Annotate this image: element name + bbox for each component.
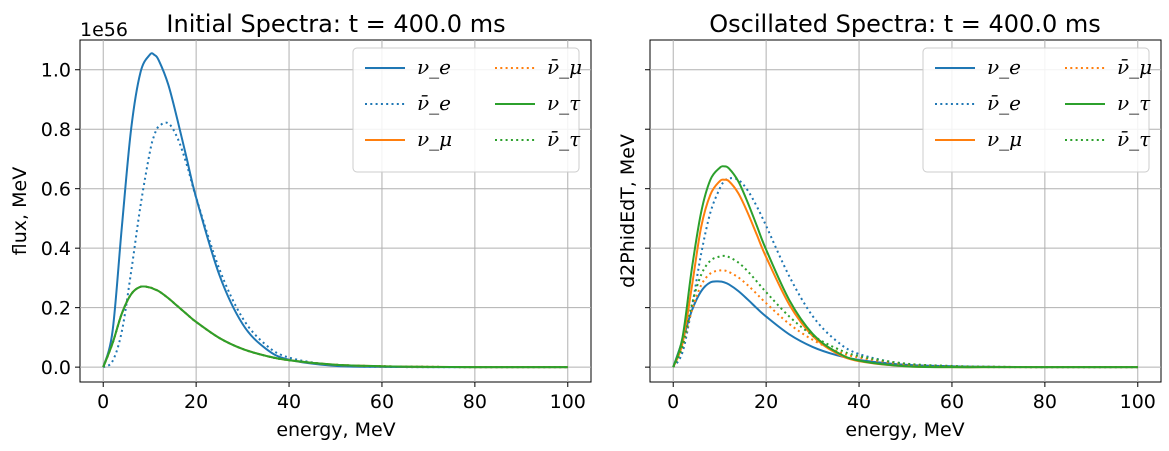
x-tick-label: 40 bbox=[847, 391, 871, 413]
legend-label: ν̄_τ bbox=[547, 127, 581, 151]
x-tick-label: 40 bbox=[277, 391, 301, 413]
y-tick-label: 0.2 bbox=[41, 298, 71, 320]
y-tick-label: 0.4 bbox=[41, 238, 71, 260]
y-multiplier-label: 1e56 bbox=[80, 19, 128, 41]
legend-box bbox=[922, 47, 1150, 173]
legend-label: ν̄_μ bbox=[547, 55, 582, 79]
x-tick-label: 0 bbox=[97, 391, 109, 413]
series-line-series bbox=[102, 285, 568, 369]
x-tick-label: 60 bbox=[940, 391, 964, 413]
legend-label: ν_μ bbox=[987, 127, 1022, 151]
oscillated-spectra-title: Oscillated Spectra: t = 400.0 ms bbox=[709, 10, 1100, 38]
series-line-series bbox=[672, 178, 1138, 369]
y-tick-label: 0.6 bbox=[41, 179, 71, 201]
series-line-series bbox=[672, 165, 1138, 369]
legend-label: ν̄_μ bbox=[1117, 55, 1152, 79]
legend-label: ν_τ bbox=[1117, 91, 1151, 115]
x-tick-label: 80 bbox=[1033, 391, 1057, 413]
series-line-series bbox=[102, 285, 568, 369]
x-tick-label: 100 bbox=[550, 391, 586, 413]
series-layer bbox=[102, 52, 568, 369]
plot-frame bbox=[649, 39, 1162, 383]
y-axis-label: flux, MeV bbox=[9, 167, 31, 255]
x-tick-label: 60 bbox=[370, 391, 394, 413]
initial-spectra-panel: Initial Spectra: t = 400.0 ms 1e56 0 20 40… bbox=[9, 10, 592, 441]
series-line-series bbox=[102, 285, 568, 369]
x-axis-label: energy, MeV bbox=[845, 419, 964, 441]
x-tick-label: 0 bbox=[667, 391, 679, 413]
series-line-series bbox=[672, 254, 1138, 369]
y-tick-label: 0.8 bbox=[41, 119, 71, 141]
series-line-series bbox=[102, 285, 568, 369]
series-layer bbox=[672, 165, 1138, 369]
ticks-layer: 0 20 40 60 80 100 bbox=[645, 69, 1156, 413]
legend-label: ν̄_e bbox=[987, 91, 1021, 115]
legend: ν_e ν̄_μ ν̄_e ν_τ ν_μ ν̄_τ bbox=[922, 47, 1152, 173]
legend-label: ν_τ bbox=[547, 91, 581, 115]
series-line-series bbox=[672, 269, 1138, 369]
x-tick-label: 100 bbox=[1120, 391, 1156, 413]
legend-label: ν_e bbox=[987, 55, 1021, 79]
legend-box bbox=[352, 47, 580, 173]
legend-label: ν_e bbox=[417, 55, 451, 79]
x-tick-label: 20 bbox=[754, 391, 778, 413]
oscillated-spectra-panel: Oscillated Spectra: t = 400.0 ms 0 20 40 60… bbox=[617, 10, 1162, 441]
legend: ν_e ν̄_μ ν̄_e ν_τ ν_μ ν̄_τ bbox=[352, 47, 582, 173]
x-tick-label: 80 bbox=[463, 391, 487, 413]
x-tick-label: 20 bbox=[184, 391, 208, 413]
legend-label: ν̄_e bbox=[417, 91, 451, 115]
legend-label: ν_μ bbox=[417, 127, 452, 151]
y-tick-label: 1.0 bbox=[41, 60, 71, 82]
ticks-layer: 0 20 40 60 80 100 0.0 0.2 0.4 0.6 0.8 1.0 bbox=[41, 60, 586, 413]
plot-frame bbox=[79, 39, 592, 383]
y-axis-label: d2PhidEdT, MeV bbox=[617, 134, 639, 288]
x-axis-label: energy, MeV bbox=[276, 419, 395, 441]
series-line-e bbox=[672, 177, 1138, 369]
legend-label: ν̄_τ bbox=[1117, 127, 1151, 151]
initial-spectra-title: Initial Spectra: t = 400.0 ms bbox=[166, 10, 505, 38]
series-line-e bbox=[672, 280, 1138, 369]
y-tick-label: 0.0 bbox=[41, 357, 71, 379]
